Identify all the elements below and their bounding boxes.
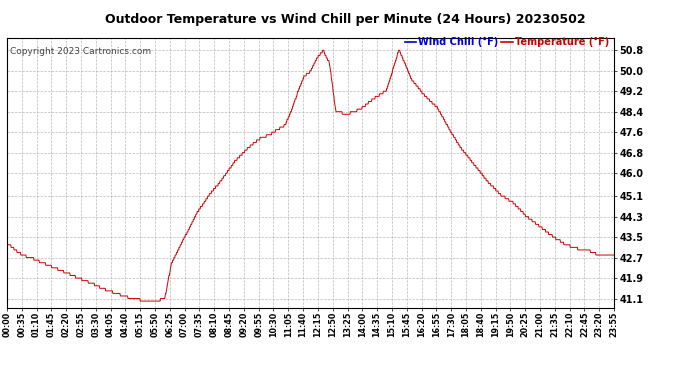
Text: Outdoor Temperature vs Wind Chill per Minute (24 Hours) 20230502: Outdoor Temperature vs Wind Chill per Mi… xyxy=(105,13,585,26)
Legend: Wind Chill (°F), Temperature (°F): Wind Chill (°F), Temperature (°F) xyxy=(404,37,609,47)
Text: Copyright 2023 Cartronics.com: Copyright 2023 Cartronics.com xyxy=(10,47,152,56)
